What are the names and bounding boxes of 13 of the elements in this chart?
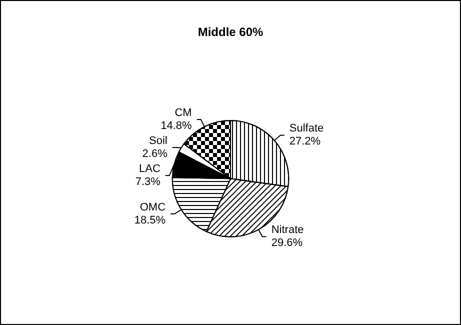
- data-label: 18.5%: [134, 214, 166, 226]
- data-label: 27.2%: [289, 136, 321, 148]
- slice-label: CM: [174, 107, 192, 120]
- slice-label: Nitrate: [271, 224, 304, 236]
- data-label: 14.8%: [160, 120, 192, 132]
- chart-title: Middle 60%: [198, 25, 264, 39]
- slice-label: Soil: [149, 135, 168, 148]
- slice-label: Sulfate: [289, 122, 324, 135]
- slice-label: LAC: [139, 163, 160, 176]
- data-label: 2.6%: [142, 148, 168, 160]
- data-label: 29.6%: [271, 237, 303, 250]
- slice-label: OMC: [140, 201, 166, 214]
- data-label: 7.3%: [135, 176, 161, 188]
